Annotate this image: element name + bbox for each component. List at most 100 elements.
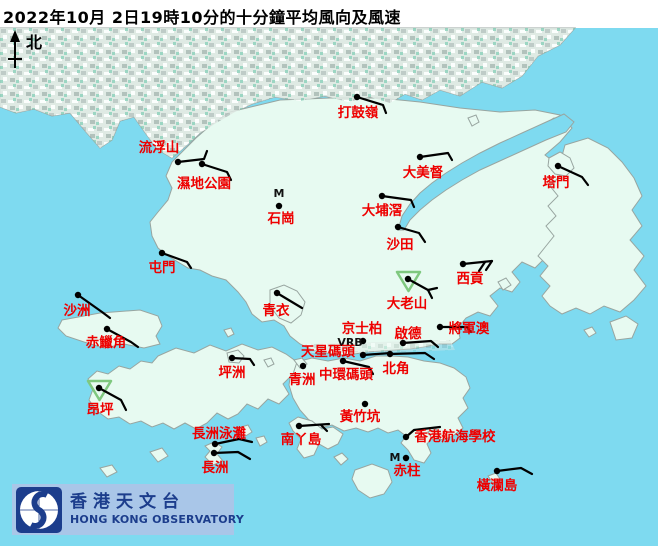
station-label[interactable]: 北角 [383,360,410,377]
station-label[interactable]: 京士柏 [342,320,383,337]
station-label[interactable]: 大老山 [387,295,428,312]
wind-barb [461,259,494,266]
station-label[interactable]: 大美督 [403,164,444,181]
station-status-VRB: VRB [337,336,362,349]
station-label[interactable]: 啟德 [395,325,422,342]
station-label[interactable]: 黃竹坑 [339,408,381,425]
station-tseung-kwan-o: 將軍澳 [436,320,490,337]
station-dot [275,202,283,210]
station-label[interactable]: 石崗 [267,210,295,227]
wind-barb [200,162,233,182]
station-label[interactable]: 青衣 [263,302,290,319]
station-tap-mun: 塔門 [543,162,590,191]
station-dot [273,289,281,297]
station-label[interactable]: 昂坪 [87,402,114,418]
wind-barb [438,325,473,334]
island [149,447,169,463]
station-dot [299,362,307,370]
hko-logo-english: HONG KONG OBSERVATORY [70,512,245,526]
station-dot [210,449,218,457]
station-dot [402,454,410,462]
station-ta-kwu-ling: 打鼓嶺 [338,93,388,121]
island [351,463,393,499]
station-label[interactable]: 西貢 [457,271,484,287]
wind-barb [355,95,388,115]
page-title: 2022年10月 2日19時10分的十分鐘平均風向及風速 [3,8,402,27]
station-peng-chau: 坪洲 [219,354,256,381]
station-label[interactable]: 長洲泳灘 [192,425,246,442]
station-cheung-chau: 長洲 [202,449,252,476]
station-dot [95,384,103,392]
station-status-M: M [274,187,285,200]
wind-barb [76,293,112,320]
island [609,315,639,341]
hko-logo-chinese: 香港天文台 [70,492,185,513]
station-dot [295,422,303,430]
station-label[interactable]: 赤鱲角 [86,334,127,351]
station-dot [386,350,394,358]
wind-barb [361,351,393,357]
station-label[interactable]: 南丫島 [281,431,322,448]
station-dot [339,357,347,365]
wind-barb [297,422,331,428]
island [497,277,512,291]
station-label[interactable]: 赤柱 [394,462,421,479]
station-label[interactable]: 青洲 [289,371,316,388]
station-label[interactable]: 濕地公園 [177,175,231,192]
station-dot [359,337,367,345]
station-dot [174,158,182,166]
station-label[interactable]: 塔門 [543,174,570,191]
station-label[interactable]: 中環碼頭 [319,366,373,383]
island [487,472,501,484]
hko-logo-mark [16,486,62,533]
station-label[interactable]: 香港航海學校 [414,428,496,445]
wind-barb [380,194,416,209]
station-label[interactable]: 天星碼頭 [301,344,355,360]
station-status-M: M [390,451,401,464]
wind-barb [213,437,254,446]
wind-barb [319,423,329,433]
station-sha-tin: 沙田 [387,223,427,253]
station-dot [198,160,206,168]
north-arrow-head [10,30,20,42]
wind-barb [160,251,193,270]
station-star-ferry-pier: 天星碼頭 [301,344,393,360]
station-label[interactable]: 沙田 [387,237,414,253]
land-sai-kung-east [537,137,647,315]
station-stanley: M赤柱 [390,451,421,479]
station-tai-po-kau: 大埔滘 [362,192,416,219]
station-label[interactable]: 打鼓嶺 [338,104,379,121]
station-dot [103,325,111,333]
north-arrow: 北 [8,30,42,68]
station-label[interactable]: 大埔滘 [362,202,403,219]
wind-barb [426,288,434,300]
station-green-island: 青洲 [289,362,316,388]
station-north-point: 北角 [383,350,436,377]
wind-barb [212,450,252,461]
hko-logo[interactable]: 香港天文台 HONG KONG OBSERVATORY [12,484,244,535]
wind-barb [341,359,375,376]
wind-barb [105,327,140,349]
island [237,424,253,438]
station-label[interactable]: 流浮山 [139,139,180,156]
island [427,428,441,441]
station-label[interactable]: 坪洲 [219,365,246,381]
station-tuen-mun: 屯門 [149,249,193,276]
station-waglan-island: 橫瀾島 [477,466,534,494]
island [467,114,480,127]
station-label[interactable]: 長洲 [202,460,229,476]
station-label[interactable]: 橫瀾島 [477,477,518,494]
station-chek-lap-kok: 赤鱲角 [86,325,140,351]
tolo-harbour [397,113,575,231]
station-label[interactable]: 屯門 [149,259,176,276]
wind-barb [176,149,209,164]
wind-barb [484,259,494,272]
station-label[interactable]: 將軍澳 [449,320,490,337]
station-label[interactable]: 沙洲 [64,303,91,319]
station-lau-fau-shan: 流浮山 [139,139,209,166]
station-dot [394,223,402,231]
island [99,464,118,478]
hko-logo-text: 香港天文台 HONG KONG OBSERVATORY [70,493,244,526]
island [263,357,275,368]
station-dot [416,153,424,161]
